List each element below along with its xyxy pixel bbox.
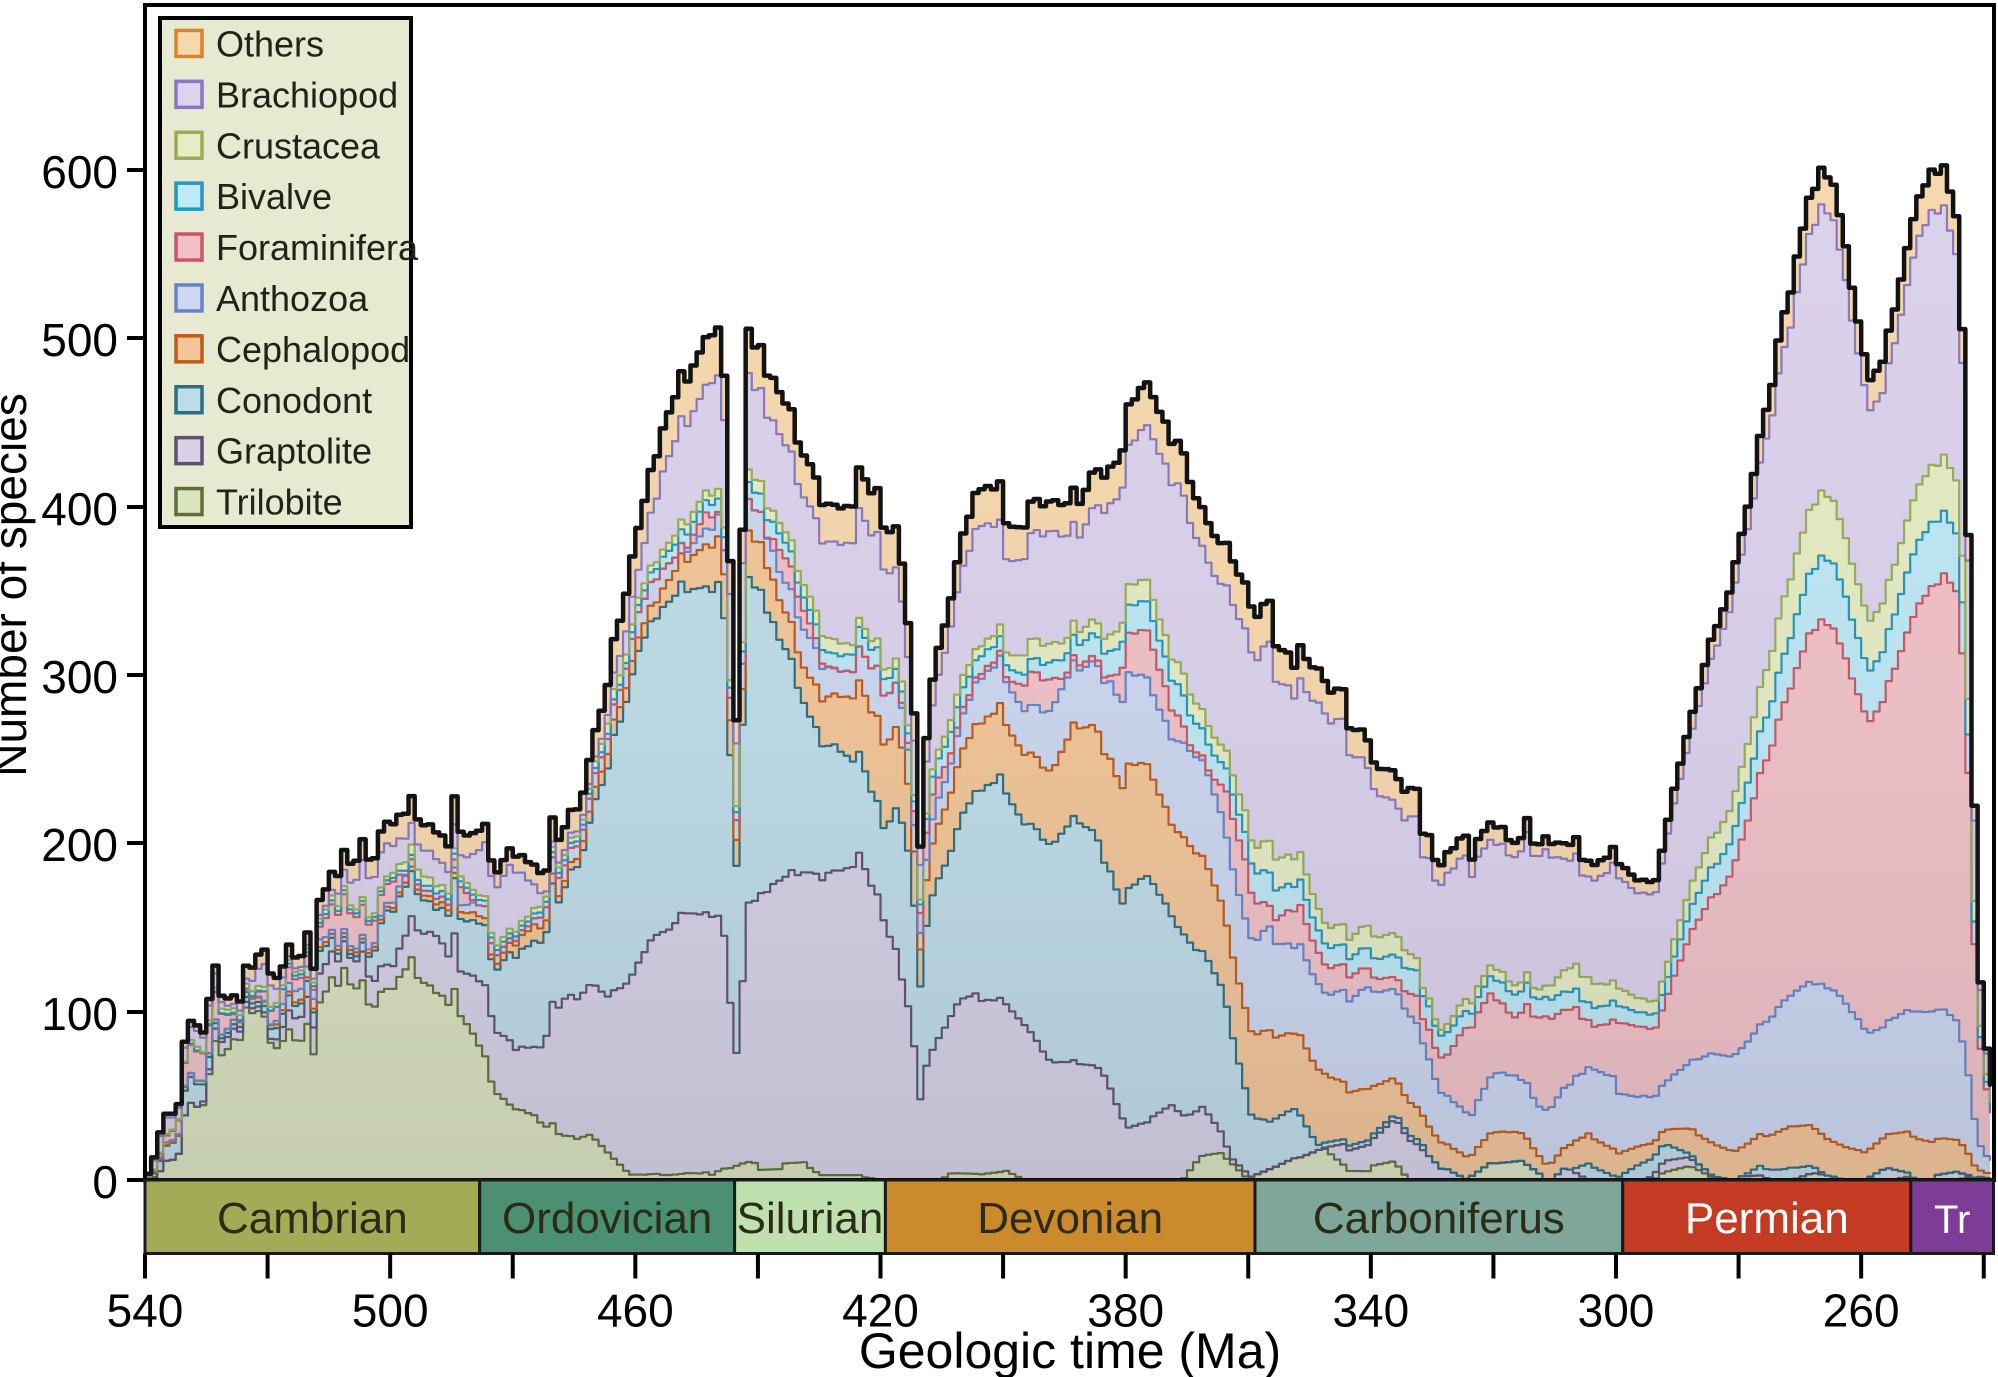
svg-text:Graptolite: Graptolite — [216, 431, 372, 472]
svg-text:500: 500 — [352, 1285, 429, 1337]
svg-text:Silurian: Silurian — [737, 1194, 884, 1243]
svg-text:Conodont: Conodont — [216, 380, 372, 421]
svg-text:260: 260 — [1823, 1285, 1900, 1337]
svg-text:300: 300 — [41, 651, 118, 703]
svg-text:500: 500 — [41, 314, 118, 366]
svg-text:0: 0 — [92, 1156, 118, 1208]
svg-text:Brachiopod: Brachiopod — [216, 74, 398, 115]
svg-text:Permian: Permian — [1685, 1194, 1849, 1243]
svg-text:540: 540 — [107, 1285, 184, 1337]
svg-text:Others: Others — [216, 23, 324, 64]
svg-text:600: 600 — [41, 146, 118, 198]
svg-text:340: 340 — [1332, 1285, 1409, 1337]
svg-text:Geologic time (Ma): Geologic time (Ma) — [859, 1323, 1281, 1377]
svg-text:Bivalve: Bivalve — [216, 176, 332, 217]
svg-text:Trilobite: Trilobite — [216, 482, 343, 523]
svg-text:Ordovician: Ordovician — [502, 1194, 712, 1243]
svg-text:Foraminifera: Foraminifera — [216, 227, 419, 268]
svg-text:Cephalopod: Cephalopod — [216, 329, 410, 370]
svg-text:200: 200 — [41, 819, 118, 871]
svg-text:Cambrian: Cambrian — [217, 1194, 408, 1243]
svg-text:400: 400 — [41, 483, 118, 535]
svg-text:Crustacea: Crustacea — [216, 125, 381, 166]
svg-text:Anthozoa: Anthozoa — [216, 278, 369, 319]
svg-text:Tr: Tr — [1934, 1198, 1970, 1242]
svg-text:Number of species: Number of species — [0, 393, 36, 777]
svg-text:100: 100 — [41, 988, 118, 1040]
svg-text:Carboniferus: Carboniferus — [1313, 1194, 1565, 1243]
svg-text:300: 300 — [1578, 1285, 1655, 1337]
svg-text:460: 460 — [597, 1285, 674, 1337]
svg-text:Devonian: Devonian — [977, 1194, 1163, 1243]
